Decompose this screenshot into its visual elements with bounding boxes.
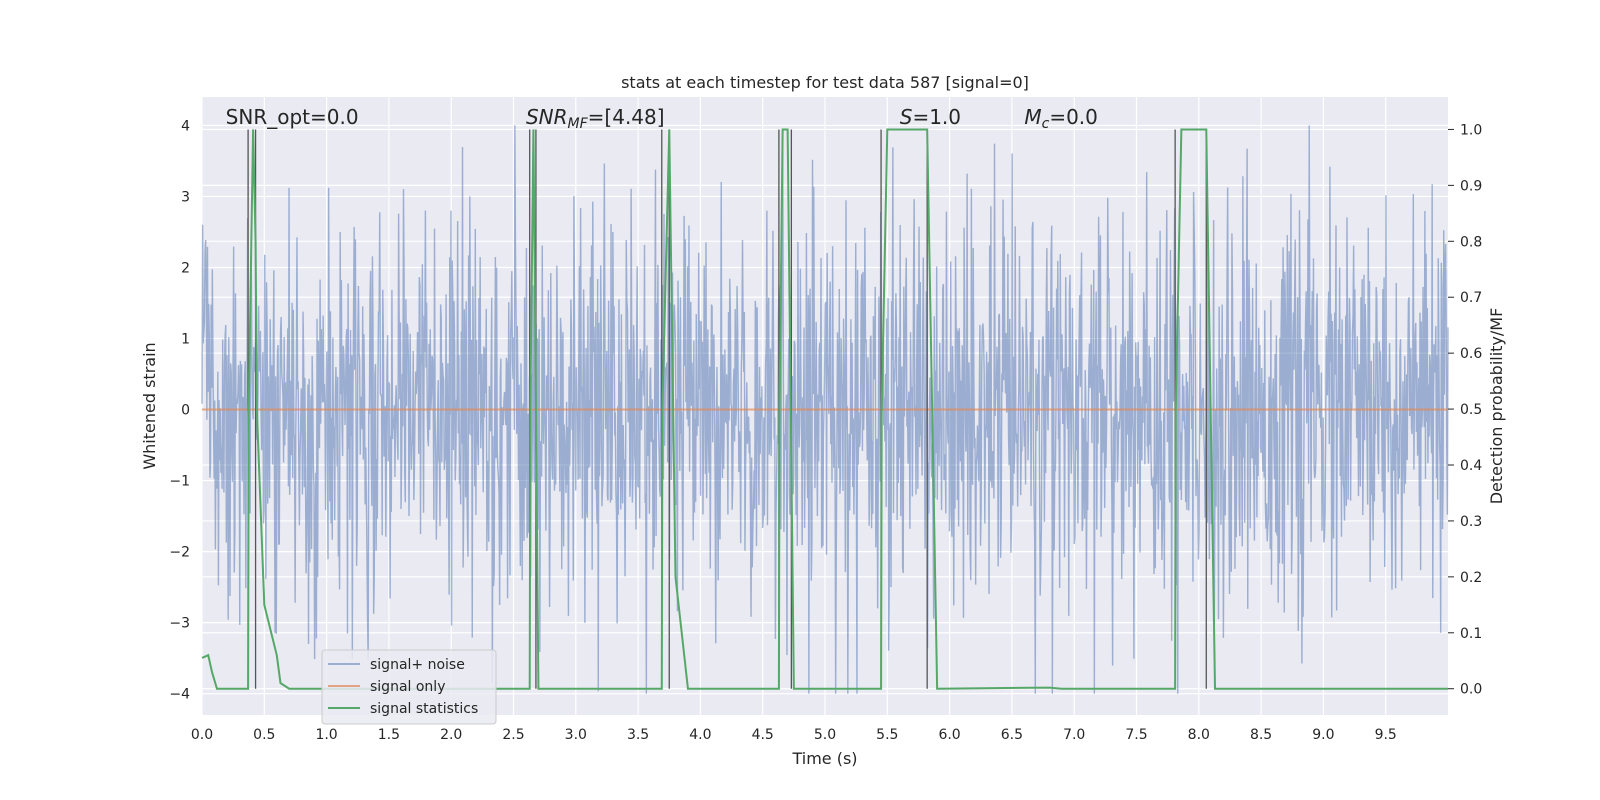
- x-tick-label-0: 0.0: [191, 727, 213, 743]
- x-tick-label-8: 4.0: [689, 727, 711, 743]
- y-left-tick-label-0: −4: [169, 687, 190, 703]
- y-right-tick-label-3: 0.3: [1460, 514, 1482, 530]
- y-right-tick-label-8: 0.8: [1460, 234, 1482, 250]
- y-left-tick-label-5: 1: [181, 332, 190, 348]
- x-axis-label: Time (s): [791, 749, 857, 768]
- x-tick-label-12: 6.0: [938, 727, 960, 743]
- legend-label-signal-only: signal only: [370, 679, 445, 695]
- x-tick-label-5: 2.5: [502, 727, 524, 743]
- annotation-0: SNR_opt=0.0: [226, 105, 359, 129]
- y-right-tick-label-2: 0.2: [1460, 570, 1482, 586]
- legend-box: [321, 649, 497, 725]
- y-left-tick-label-2: −2: [169, 545, 190, 561]
- series-signal-noise: [201, 125, 1449, 694]
- chart-title: stats at each timestep for test data 587…: [621, 73, 1029, 92]
- x-tick-label-3: 1.5: [378, 727, 400, 743]
- x-tick-label-15: 7.5: [1125, 727, 1147, 743]
- y-right-tick-label-5: 0.5: [1460, 402, 1482, 418]
- x-tick-label-19: 9.5: [1375, 727, 1397, 743]
- x-tick-label-14: 7.0: [1063, 727, 1085, 743]
- noise-line: [201, 125, 1449, 694]
- x-tick-label-18: 9.0: [1312, 727, 1334, 743]
- y-left-tick-label-7: 3: [181, 189, 190, 205]
- y-left-tick-label-4: 0: [181, 403, 190, 419]
- x-tick-label-16: 8.0: [1188, 727, 1210, 743]
- x-tick-label-11: 5.5: [876, 727, 898, 743]
- y-left-tick-label-3: −1: [169, 474, 190, 490]
- x-tick-label-7: 3.5: [627, 727, 649, 743]
- y-axis-right-label: Detection probability/MF: [1487, 308, 1506, 505]
- x-tick-label-10: 5.0: [814, 727, 836, 743]
- x-tick-label-4: 2.0: [440, 727, 462, 743]
- legend-label-signal-noise: signal+ noise: [370, 657, 465, 673]
- annotation-2: S=1.0: [900, 105, 961, 129]
- x-tick-label-1: 0.5: [253, 727, 275, 743]
- y-right-tick-label-10: 1.0: [1460, 122, 1482, 138]
- y-axis-left-ticks: −4 −3 −2 −1 0 1 2 3 4: [169, 118, 190, 702]
- y-left-tick-label-6: 2: [181, 260, 190, 276]
- y-left-tick-label-8: 4: [181, 118, 190, 134]
- y-left-tick-label-1: −3: [169, 616, 190, 632]
- y-right-tick-label-4: 0.4: [1460, 458, 1482, 474]
- legend: signal+ noise signal only signal statist…: [321, 649, 497, 725]
- x-tick-label-6: 3.0: [565, 727, 587, 743]
- x-axis-ticks: 0.0 0.5 1.0 1.5 2.0 2.5 3.0 3.5 4.0 4.5 5.0 5.5 6.0 6…: [191, 727, 1397, 743]
- x-tick-label-13: 6.5: [1001, 727, 1023, 743]
- y-right-tick-label-9: 0.9: [1460, 178, 1482, 194]
- annotation-3: Mc=0.0: [1024, 105, 1098, 132]
- annotations: SNR_opt=0.0 SNRMF=[4.48] S=1.0 Mc=0.0: [226, 105, 1098, 132]
- series-signal-statistics: [201, 128, 1448, 690]
- x-tick-label-17: 8.5: [1250, 727, 1272, 743]
- y-right-tick-label-7: 0.7: [1460, 290, 1482, 306]
- x-tick-label-2: 1.0: [315, 727, 337, 743]
- x-tick-label-9: 4.5: [752, 727, 774, 743]
- signal-statistics-line: [201, 128, 1448, 690]
- y-axis-right-ticks: 0.0 0.1 0.2 0.3 0.4 0.5 0.6 0.7 0.8 0.9 1.0: [1448, 122, 1482, 698]
- y-right-tick-label-0: 0.0: [1460, 682, 1482, 698]
- annotation-1: SNRMF=[4.48]: [526, 105, 665, 132]
- y-axis-left-label: Whitened strain: [140, 342, 159, 469]
- y-right-tick-label-1: 0.1: [1460, 626, 1482, 642]
- legend-label-signal-statistics: signal statistics: [370, 701, 478, 717]
- y-right-tick-label-6: 0.6: [1460, 346, 1482, 362]
